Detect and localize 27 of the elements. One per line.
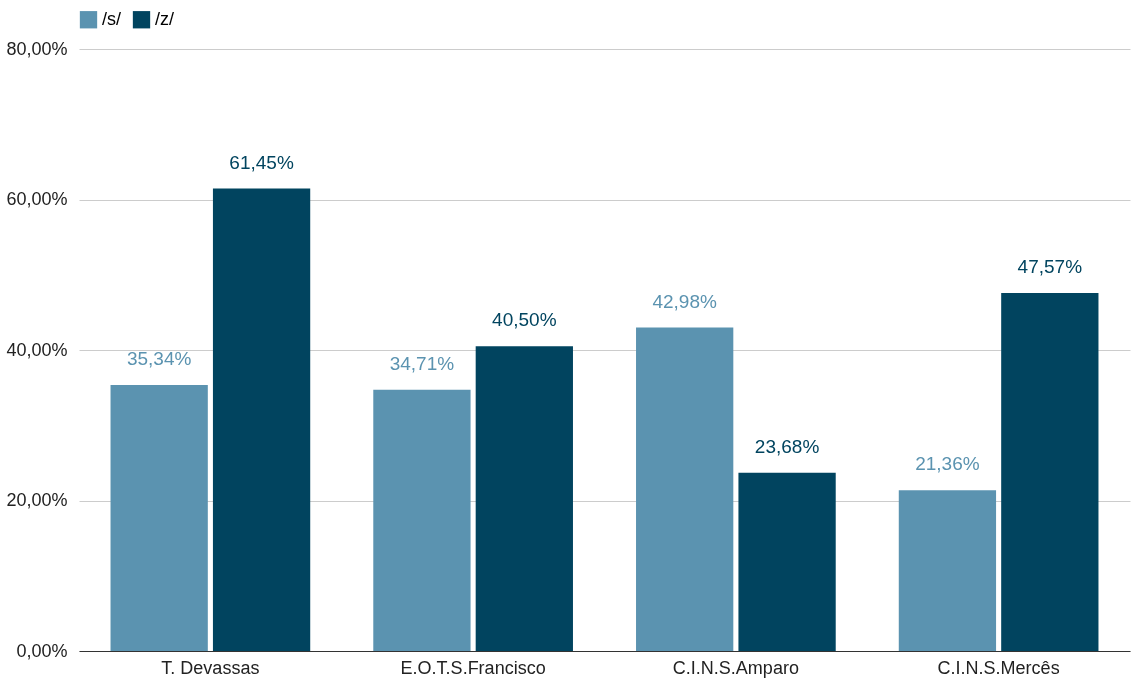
bar — [475, 346, 573, 651]
y-tick-label: 0,00% — [16, 640, 68, 661]
legend-label: /s/ — [102, 8, 122, 29]
data-label: 40,50% — [492, 309, 557, 331]
bar — [1001, 293, 1099, 651]
y-tick-label: 80,00% — [6, 38, 68, 59]
data-label: 35,34% — [126, 348, 192, 370]
data-label: 23,68% — [754, 435, 820, 457]
legend-label: /z/ — [155, 8, 175, 29]
data-label: 42,98% — [652, 290, 717, 312]
x-tick-label: T. Devassas — [161, 657, 260, 678]
y-tick-label: 60,00% — [6, 189, 68, 209]
data-label: 21,36% — [915, 453, 980, 475]
bar — [110, 385, 208, 651]
data-label: 61,45% — [229, 151, 294, 173]
bar — [212, 188, 311, 651]
x-tick-label: C.I.N.S.Mercês — [937, 657, 1060, 678]
x-tick-label: E.O.T.S.Francisco — [400, 657, 546, 678]
bar — [636, 327, 734, 651]
bar — [738, 472, 836, 651]
data-label: 47,57% — [1017, 256, 1083, 278]
data-label: 34,71% — [389, 352, 455, 374]
x-tick-label: C.I.N.S.Amparo — [672, 657, 799, 678]
y-tick-label: 40,00% — [6, 339, 68, 360]
bar — [373, 389, 471, 651]
bar — [898, 490, 997, 651]
y-tick-label: 20,00% — [6, 490, 68, 510]
